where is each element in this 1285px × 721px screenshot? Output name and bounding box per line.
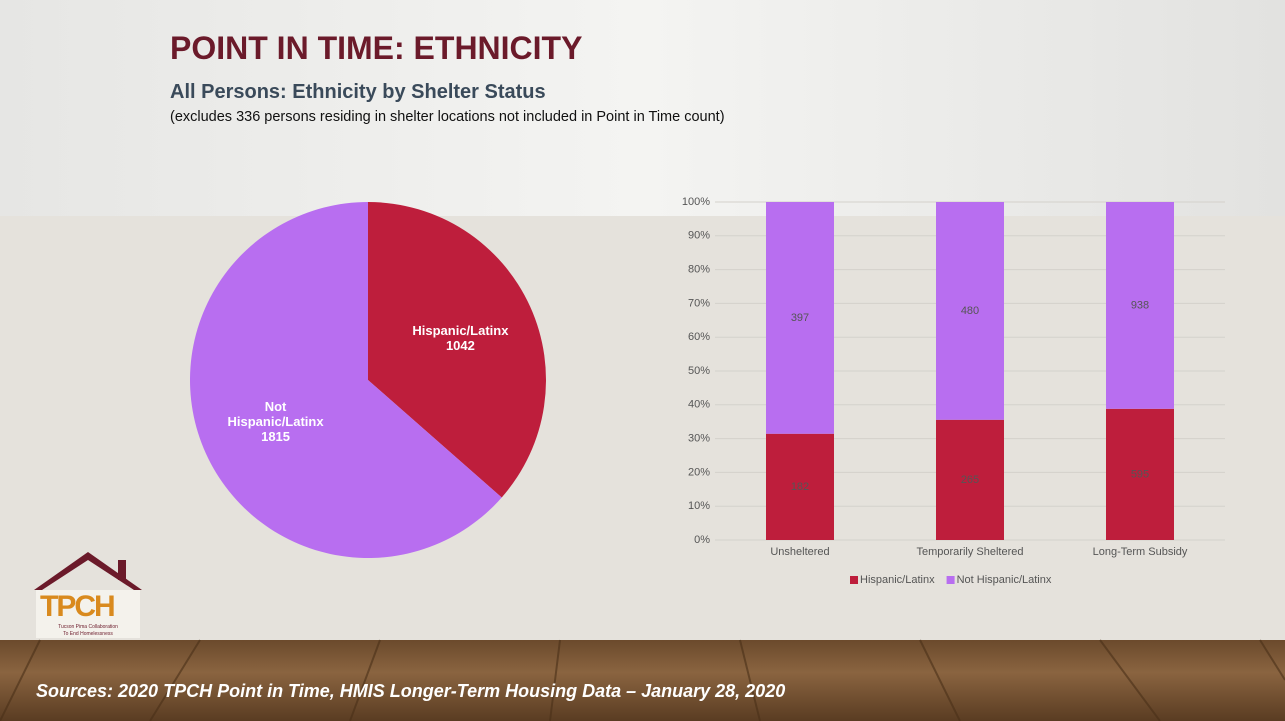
y-tick-label: 0% [694, 534, 710, 546]
legend-label: Hispanic/Latinx [860, 574, 935, 586]
bar-segment [766, 433, 834, 540]
y-tick-label: 50% [688, 365, 710, 377]
x-tick-label: Temporarily Sheltered [917, 546, 1024, 558]
y-tick-label: 60% [688, 331, 710, 343]
pie-label-value: 1815 [261, 429, 291, 445]
data-label: 397 [791, 312, 809, 324]
slide-subtitle: All Persons: Ethnicity by Shelter Status [170, 81, 546, 103]
footer-source: Sources: 2020 TPCH Point in Time, HMIS L… [36, 681, 786, 701]
pie-label-name: Hispanic/Latinx [412, 323, 509, 339]
logo-text: TPCH [40, 590, 116, 623]
logo-tagline: To End Homelessness [63, 631, 113, 637]
wood-floor [0, 640, 1285, 721]
slide-note: (excludes 336 persons residing in shelte… [170, 109, 725, 125]
x-tick-label: Long-Term Subsidy [1093, 546, 1188, 558]
header-band [0, 0, 1285, 216]
pie-label-value: 1042 [445, 338, 475, 354]
pie-slice [190, 202, 502, 558]
legend-label: Not Hispanic/Latinx [957, 574, 1052, 586]
y-tick-label: 80% [688, 264, 710, 276]
x-tick-label: Unsheltered [770, 546, 829, 558]
data-label: 480 [961, 305, 979, 317]
y-tick-label: 90% [688, 230, 710, 242]
bar-segment [936, 202, 1004, 420]
legend-swatch [946, 576, 955, 584]
y-tick-label: 70% [688, 297, 710, 309]
bar-segment [1106, 408, 1174, 540]
bar-segment [936, 419, 1004, 540]
floor-boards [0, 639, 1285, 721]
y-tick-label: 40% [688, 399, 710, 411]
y-tick-label: 30% [688, 433, 710, 445]
bar-segment [766, 202, 834, 434]
y-tick-label: 20% [688, 466, 710, 478]
y-tick-label: 100% [682, 196, 710, 208]
logo-house [34, 552, 142, 638]
data-label: 265 [961, 474, 979, 486]
data-label: 938 [1131, 299, 1149, 311]
data-label: 182 [791, 481, 809, 493]
data-label: 595 [1131, 468, 1149, 480]
legend-swatch [850, 576, 858, 584]
content-panel [0, 216, 1285, 640]
y-tick-label: 10% [688, 500, 710, 512]
pie-slice [368, 202, 547, 498]
slide-title: POINT IN TIME: ETHNICITY [170, 30, 583, 66]
logo-tagline: Tucson Pima Collaboration [58, 624, 118, 630]
pie-label-name: Not Hispanic/Latinx [227, 399, 324, 430]
bar-segment [1106, 202, 1174, 409]
